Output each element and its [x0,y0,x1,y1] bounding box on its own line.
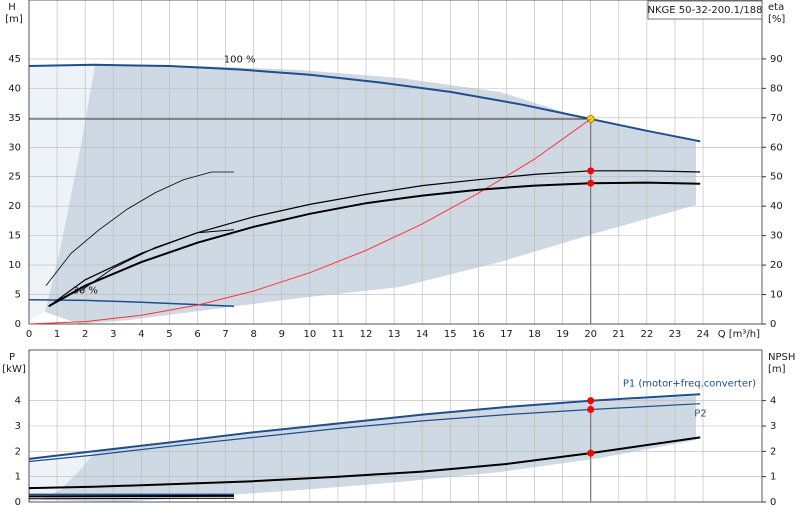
y-tick-label: 15 [8,231,21,242]
y-tick-label: 0 [15,497,21,508]
y-tick-label: 40 [8,83,21,94]
x-tick-label: 22 [640,329,653,340]
x-tick-label: 15 [444,329,457,340]
y2-tick-label: 50 [770,172,783,183]
y-axis-unit: [m] [5,14,23,25]
y2-axis-unit: [%] [768,14,785,25]
curve-label: 100 % [224,55,256,66]
series-line [45,171,234,286]
plot-frame [28,0,763,325]
y2-tick-label: 70 [770,113,783,124]
y-tick-label: 30 [8,142,21,153]
x-tick-label: 4 [138,329,144,340]
operating-point [587,406,595,414]
series-line [28,436,701,490]
operating-region [45,65,696,324]
series-line [28,403,701,463]
x-tick-label: 2 [82,329,88,340]
operating-point [587,167,595,175]
operating-point [587,179,595,187]
x-tick-label: 14 [416,329,429,340]
operating-region [40,396,696,502]
x-tick-label: 13 [388,329,401,340]
x-tick-label: 21 [612,329,625,340]
operating-point [587,397,595,405]
y2-axis-label: eta [768,2,784,13]
y-tick-label: 35 [8,113,21,124]
y2-axis-label: NPSH [768,352,795,363]
y-tick-label: 4 [15,396,21,407]
x-tick-label: 24 [697,329,710,340]
y-axis-label: P [9,352,15,363]
light-region [29,452,95,502]
x-tick-label: 5 [166,329,172,340]
y-tick-label: 20 [8,201,21,212]
y2-tick-label: 40 [770,201,783,212]
x-tick-label: 0 [26,329,32,340]
x-tick-label: 12 [360,329,373,340]
x-tick-label: 17 [500,329,513,340]
x-axis-label: Q [m³/h] [718,329,760,340]
curve-label: P1 (motor+freq.converter) [623,378,756,389]
x-tick-label: 10 [303,329,316,340]
x-tick-label: 11 [332,329,345,340]
y2-tick-label: 60 [770,142,783,153]
title-box [647,0,763,20]
x-tick-label: 19 [556,329,569,340]
y-axis-unit: [kW] [2,364,26,375]
y-tick-label: 0 [15,319,21,330]
y2-tick-label: 4 [770,396,776,407]
x-tick-label: 7 [222,329,228,340]
y-tick-label: 2 [15,446,21,457]
series-line [28,299,235,308]
x-tick-label: 6 [194,329,200,340]
y-tick-label: 25 [8,172,21,183]
x-tick-label: 16 [472,329,485,340]
y2-axis-unit: [m] [768,364,786,375]
x-tick-label: 18 [528,329,541,340]
x-tick-label: 8 [250,329,256,340]
curve-label: P2 [694,409,706,420]
x-tick-label: 9 [279,329,285,340]
y2-tick-label: 0 [770,497,776,508]
series-line [28,118,591,325]
series-line [28,393,701,460]
y2-tick-label: 1 [770,472,776,483]
x-tick-label: 3 [110,329,116,340]
x-tick-label: 23 [669,329,682,340]
operating-point [587,449,595,457]
series-line [28,63,701,143]
y2-tick-label: 80 [770,83,783,94]
y-axis-label: H [8,2,16,13]
series-line [28,497,235,500]
chart-layer: 0 1 2 3 4 5 6 7 8 9 10 11 12 13 14 15 16 17 18 19 20 21 22 23 24… [2,0,795,508]
y2-tick-label: 10 [770,290,783,301]
y2-tick-label: 3 [770,421,776,432]
x-tick-label: 1 [54,329,60,340]
chart-title: NKGE 50-32-200.1/188 [647,5,762,16]
y-tick-label: 1 [15,472,21,483]
y2-tick-label: 20 [770,260,783,271]
y-tick-label: 10 [8,260,21,271]
light-region [29,65,95,320]
y2-tick-label: 90 [770,54,783,65]
y-tick-label: 5 [15,290,21,301]
y-tick-label: 45 [8,54,21,65]
y2-tick-label: 2 [770,446,776,457]
plot-frame [28,349,763,503]
curve-label: 30 % [72,285,97,296]
y2-tick-label: 30 [770,231,783,242]
x-tick-label: 20 [584,329,597,340]
series-line [79,229,235,293]
y-tick-label: 3 [15,421,21,432]
series-line [28,494,235,498]
y2-tick-label: 0 [770,319,776,330]
